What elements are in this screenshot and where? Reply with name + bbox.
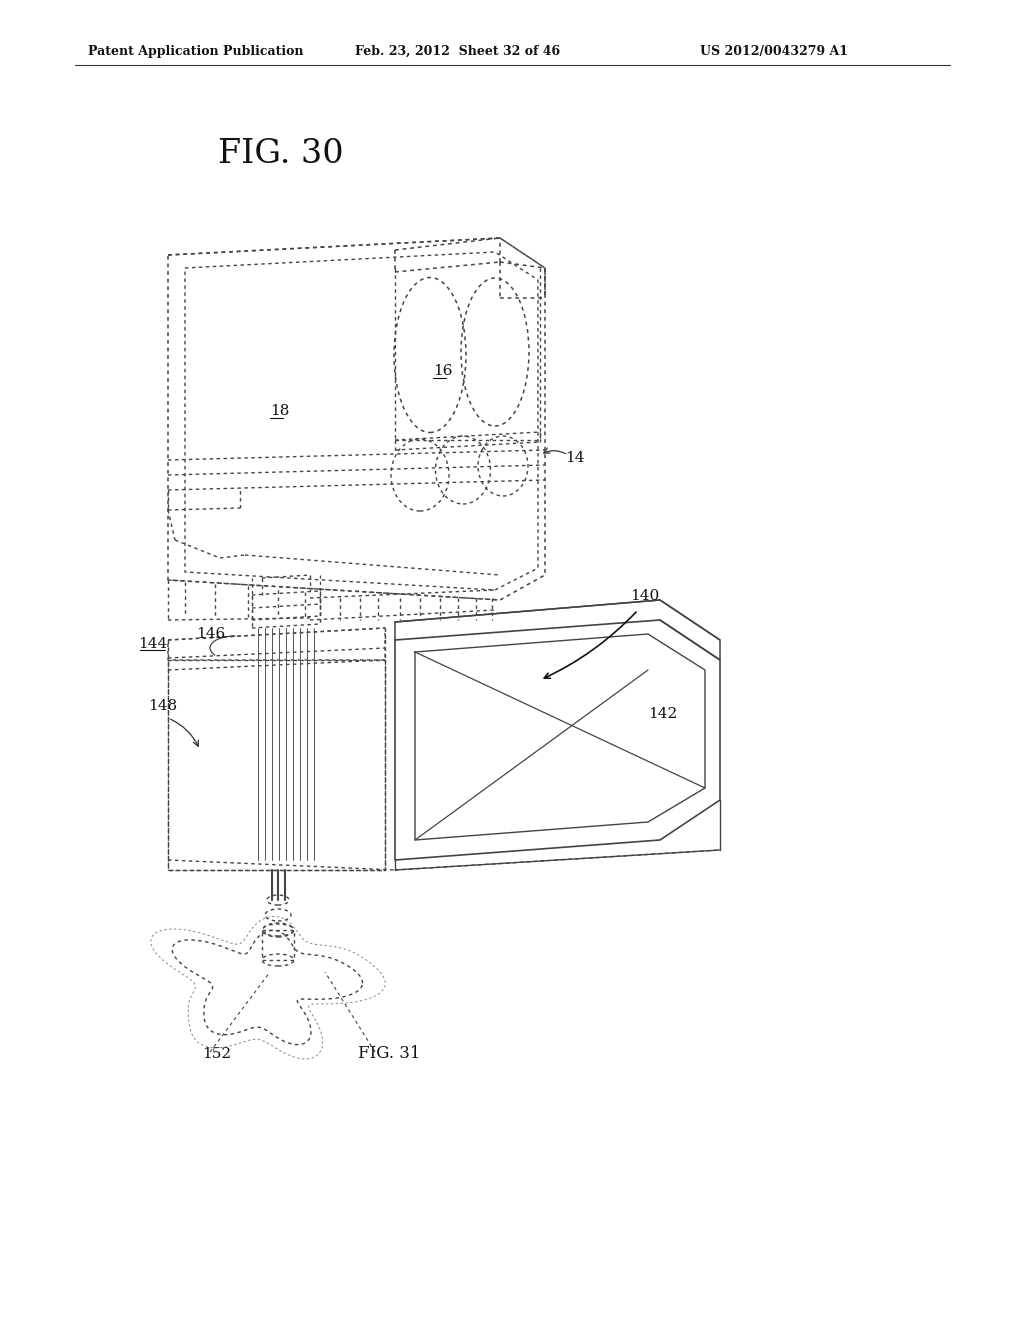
Text: 18: 18 xyxy=(270,404,290,418)
Text: 148: 148 xyxy=(148,700,177,713)
Text: 14: 14 xyxy=(565,451,585,465)
Text: FIG. 31: FIG. 31 xyxy=(358,1045,421,1063)
Text: FIG. 30: FIG. 30 xyxy=(218,139,344,170)
Text: Patent Application Publication: Patent Application Publication xyxy=(88,45,303,58)
Text: US 2012/0043279 A1: US 2012/0043279 A1 xyxy=(700,45,848,58)
Text: 144: 144 xyxy=(138,638,167,651)
Text: Feb. 23, 2012  Sheet 32 of 46: Feb. 23, 2012 Sheet 32 of 46 xyxy=(355,45,560,58)
Text: 16: 16 xyxy=(433,364,453,378)
Text: 140: 140 xyxy=(630,589,659,603)
Text: 142: 142 xyxy=(648,708,677,721)
Text: 152: 152 xyxy=(202,1047,231,1061)
Text: 146: 146 xyxy=(196,627,225,642)
